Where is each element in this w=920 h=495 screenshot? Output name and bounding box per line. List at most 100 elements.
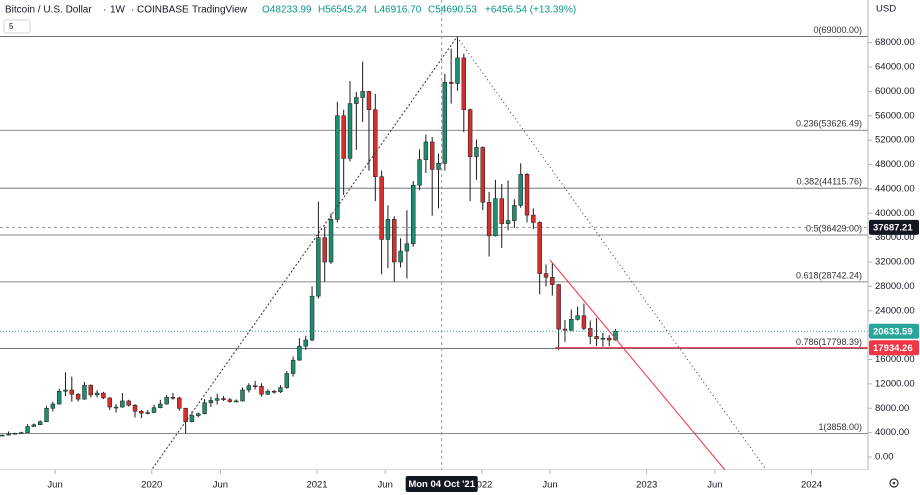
candle-body <box>75 394 81 400</box>
price-badge: 17934.26 <box>873 343 913 354</box>
settings-icon[interactable] <box>889 478 899 488</box>
header: Bitcoin / U.S. Dollar · 1W · COINBASE · … <box>3 4 896 34</box>
candle-body <box>56 390 62 405</box>
x-tick-label: Jun <box>213 480 228 491</box>
y-tick-label: 48000.00 <box>875 159 915 170</box>
y-tick-label: 64000.00 <box>875 62 915 73</box>
candle-body <box>499 198 504 224</box>
candle-body <box>37 421 43 425</box>
candle-body <box>328 219 334 263</box>
candle-body <box>126 400 131 406</box>
fib-level-label: 0.382(44115.76) <box>797 177 862 187</box>
y-tick-label: 36000.00 <box>875 232 915 243</box>
trend-line <box>147 36 458 476</box>
ohlc-change: +6456.54 (+13.39%) <box>485 5 576 16</box>
candle-body <box>271 390 277 393</box>
candle-body <box>569 319 574 331</box>
candle-body <box>120 400 125 408</box>
candle-body <box>139 411 144 414</box>
crosshair-date: Mon 04 Oct '21 <box>408 479 475 490</box>
y-tick-label: 32000.00 <box>875 257 915 268</box>
gear-center[interactable] <box>892 481 896 485</box>
candle-body <box>448 82 454 84</box>
candle-body <box>429 141 435 170</box>
y-tick-label: 60000.00 <box>875 86 915 97</box>
candle-body <box>486 202 492 237</box>
candle-body <box>233 400 239 403</box>
symbol-title: Bitcoin / U.S. Dollar <box>5 5 92 16</box>
ohlc-open: O48233.99 <box>262 5 312 16</box>
candle-body <box>392 219 397 263</box>
candle-body <box>107 397 112 408</box>
candle-body <box>423 141 429 160</box>
candle-body <box>202 402 207 415</box>
candle-body <box>252 385 258 387</box>
candle-body <box>221 398 226 400</box>
trend-line <box>549 259 726 471</box>
candle-body <box>63 389 68 392</box>
candle-body <box>113 406 119 409</box>
indicator-badge[interactable]: 5 <box>9 22 14 31</box>
y-tick-label: 40000.00 <box>875 208 915 219</box>
candle-body <box>404 243 410 252</box>
candle-body <box>550 277 555 285</box>
crosshair-date-box <box>405 476 478 492</box>
candle-body <box>417 159 422 186</box>
fib-level-label: 0.236(53626.49) <box>796 119 862 129</box>
candle-body <box>208 400 214 404</box>
candle-body <box>88 384 93 396</box>
fib-level-label: 0(69000.00) <box>813 25 862 35</box>
candle-body <box>531 214 536 223</box>
candle-body <box>562 328 568 331</box>
separator: · <box>186 5 189 16</box>
candle-body <box>101 392 106 399</box>
candle-body <box>12 433 18 435</box>
x-tick-label: Jun <box>542 480 557 491</box>
y-tick-label: 28000.00 <box>875 281 915 292</box>
candle-body <box>227 399 233 402</box>
separator: · <box>131 5 134 16</box>
candle-body <box>240 389 245 402</box>
x-tick-label: 2021 <box>306 480 327 491</box>
candle-body <box>132 404 138 412</box>
y-tick-label: 8000.00 <box>875 403 909 414</box>
fib-level-label: 0.786(17798.39) <box>796 337 862 347</box>
candle-body <box>0 434 5 437</box>
candle-body <box>588 328 593 337</box>
candle-body <box>177 397 182 409</box>
candle-body <box>524 174 530 216</box>
candle-body <box>246 385 252 391</box>
candle-body <box>455 57 460 84</box>
candle-body <box>411 184 416 244</box>
price-axis <box>869 0 920 470</box>
crosshair-price: 37687.21 <box>873 222 913 233</box>
x-tick-label: Jun <box>707 480 722 491</box>
candle-body <box>290 359 296 374</box>
ohlc-low: L46916.70 <box>374 5 422 16</box>
exchange: COINBASE <box>137 5 189 16</box>
candle-body <box>316 237 321 297</box>
y-tick-label: 4000.00 <box>875 427 909 438</box>
candle-body <box>31 424 37 427</box>
candle-body <box>493 198 498 237</box>
candle-body <box>354 97 359 104</box>
candle-body <box>379 176 384 240</box>
x-tick-label: Jun <box>378 480 393 491</box>
x-tick-label: 2024 <box>801 480 822 491</box>
candle-body <box>518 174 523 206</box>
separator: · <box>103 5 106 16</box>
candle-body <box>183 408 188 422</box>
gear[interactable] <box>889 478 899 488</box>
candle-body <box>436 163 441 170</box>
candle-body <box>297 345 302 361</box>
candle-body <box>196 413 201 416</box>
candle-body <box>467 109 473 157</box>
currency-label[interactable]: USD <box>876 4 896 15</box>
candle-body <box>474 147 479 157</box>
indicator-box[interactable] <box>3 19 31 34</box>
price-badge-box <box>869 340 919 356</box>
ohlc-close: C54690.53 <box>428 5 477 16</box>
price-badge: 20633.59 <box>873 326 913 337</box>
